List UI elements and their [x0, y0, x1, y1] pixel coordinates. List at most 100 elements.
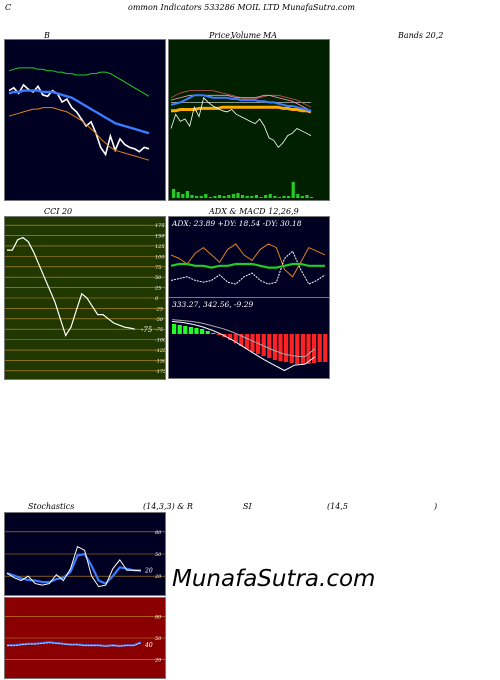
cci-tick-label: -75 — [155, 327, 163, 333]
adx-values: ADX: 23.89 +DY: 18.54 -DY: 30.18 — [172, 219, 302, 228]
stoch-tick-label: 20 — [154, 574, 162, 580]
cci-line — [7, 236, 136, 337]
macd-signal-line — [171, 319, 316, 358]
volume-bar — [236, 193, 240, 198]
macd-histogram-bar — [216, 334, 221, 335]
volume-bar — [291, 182, 295, 198]
volume-bar — [259, 197, 263, 198]
stoch-tick-label: 80 — [155, 530, 162, 536]
cci-tick-label: 150 — [155, 234, 165, 240]
rsi-smooth-line — [7, 642, 142, 647]
bb-series-line-3 — [8, 107, 150, 161]
macd-histogram-bar — [289, 334, 294, 363]
macd-histogram-bar — [267, 334, 272, 358]
macd-histogram-bar — [300, 334, 305, 364]
header-text: ommon Indicators 533286 MOIL LTD MunafaS… — [128, 3, 355, 12]
cci-last-label: -75 — [141, 326, 153, 334]
header-left: C — [5, 3, 12, 12]
cci-tick-label: 175 — [155, 223, 165, 229]
stoch-d-line — [6, 552, 141, 585]
volume-bar — [273, 196, 277, 198]
macd-histogram-bar — [239, 334, 244, 346]
macd-histogram-bar — [211, 333, 216, 334]
volume-bar — [199, 196, 203, 198]
volume-bar — [245, 196, 249, 198]
stoch-tick-label: 50 — [155, 552, 162, 558]
volume-bar — [277, 197, 281, 198]
title-stoch: Stochastics — [28, 502, 75, 511]
volume-bar — [264, 195, 268, 198]
macd-histogram-bar — [272, 334, 277, 360]
macd-panel: 333.27, 342.56, -9.29 — [168, 297, 330, 379]
stoch-last-label: 20 — [144, 567, 153, 574]
price-ma-chart — [170, 90, 314, 198]
cci-tick-label: -175 — [155, 369, 165, 375]
cci-tick-label: -125 — [155, 348, 165, 354]
rsi-tick-label: 50 — [155, 636, 162, 642]
volume-bar — [231, 194, 235, 198]
volume-bar — [213, 196, 217, 198]
rsi-tick-label: 80 — [155, 614, 162, 620]
volume-bar — [172, 189, 176, 198]
macd-histogram-bar — [233, 334, 238, 343]
macd-histogram-bar — [256, 334, 261, 354]
volume-bar — [287, 196, 291, 198]
cci-tick-label: -25 — [155, 306, 163, 312]
ma-line-orange — [171, 105, 312, 114]
macd-histogram-bar — [323, 334, 328, 362]
volume-bar — [218, 195, 222, 198]
title-rsi-close: ) — [434, 502, 438, 511]
title-rsi: SI — [243, 502, 252, 511]
volume-bar — [176, 192, 180, 198]
macd-histogram-bar — [205, 331, 210, 334]
volume-bar — [310, 197, 314, 198]
title-ma: MA — [263, 31, 277, 40]
bb-series-line-1 — [8, 89, 150, 135]
rsi-line — [7, 641, 142, 647]
title-volume: Volume — [231, 31, 261, 40]
title-rsi-params: (14,5 — [327, 502, 348, 511]
volume-bar — [195, 196, 199, 198]
macd-histogram-bar — [188, 327, 193, 334]
title-price: Price, — [209, 31, 233, 40]
title-bb: B — [44, 31, 50, 40]
cci-tick-label: 75 — [155, 265, 161, 271]
rsi-panel: 80 50 20 40 — [4, 597, 166, 679]
volume-bar — [254, 195, 258, 198]
adx-panel: ADX: 23.89 +DY: 18.54 -DY: 30.18 — [168, 216, 330, 298]
volume-bar — [268, 194, 272, 198]
stoch-k-line — [6, 545, 142, 588]
ma-line-red — [170, 90, 312, 108]
title-cci: CCI 20 — [44, 207, 73, 216]
macd-histogram-bar — [278, 334, 283, 361]
cci-tick-label: 25 — [154, 286, 161, 292]
volume-bar — [208, 197, 212, 198]
title-stoch-params: (14,3,3) & R — [143, 502, 193, 511]
macd-histogram-bar — [172, 324, 177, 334]
macd-histogram-bar — [261, 334, 266, 356]
macd-histogram-bar — [250, 334, 255, 352]
price-line — [170, 96, 312, 149]
macd-histogram-bar — [244, 334, 249, 349]
cci-tick-label: -50 — [155, 317, 164, 323]
volume-bar — [305, 195, 309, 198]
cci-panel: 1751501251007550250-25-50-75-100-125-150… — [4, 216, 166, 380]
adx-line — [170, 262, 325, 269]
cci-tick-label: 100 — [155, 254, 165, 260]
volume-bar — [204, 194, 208, 198]
macd-histogram-bar — [284, 334, 289, 362]
volume-bar — [282, 196, 286, 198]
macd-values: 333.27, 342.56, -9.29 — [172, 300, 254, 309]
ma-line-blue — [170, 94, 312, 112]
cci-tick-label: -100 — [155, 338, 165, 344]
adx-plus-dy-line — [170, 250, 326, 285]
volume-bar — [250, 196, 254, 198]
macd-histogram-bar — [295, 334, 300, 364]
bb-series-line-0 — [8, 83, 150, 157]
cci-tick-label: 0 — [155, 296, 159, 302]
macd-histogram-bar — [317, 334, 322, 362]
cci-tick-label: 50 — [155, 275, 162, 281]
macd-histogram-bar — [312, 334, 317, 363]
volume-bar — [181, 194, 185, 198]
rsi-last-label: 40 — [144, 642, 153, 649]
